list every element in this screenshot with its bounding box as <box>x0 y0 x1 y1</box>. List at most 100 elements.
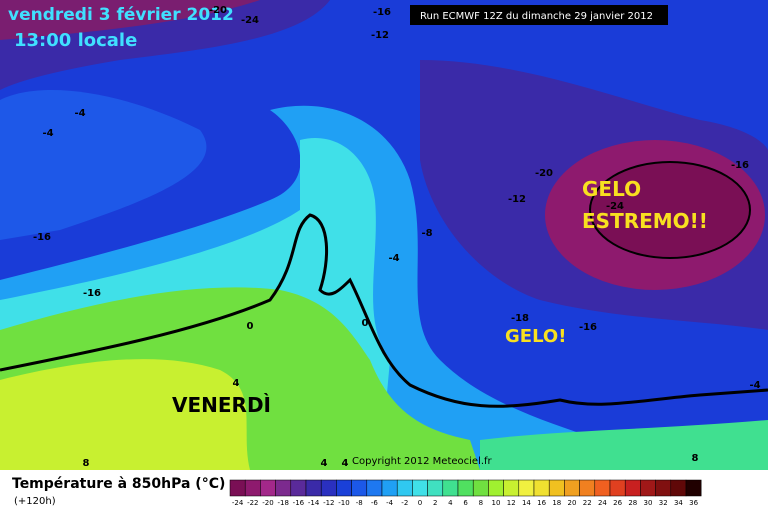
color-swatch <box>594 479 611 497</box>
color-swatch <box>624 479 641 497</box>
color-swatch <box>533 479 550 497</box>
contour-label: -16 <box>33 232 51 243</box>
color-swatch <box>579 479 596 497</box>
color-swatch <box>229 479 246 497</box>
scale-label: -24 <box>232 499 244 507</box>
extreme-cold <box>589 161 751 259</box>
run-info: Run ECMWF 12Z du dimanche 29 janvier 201… <box>420 11 653 22</box>
contour-label: 8 <box>692 453 699 464</box>
time: 13:00 locale <box>14 30 137 51</box>
color-swatch <box>305 479 322 497</box>
scale-label: -18 <box>277 499 288 507</box>
contour-label: 8 <box>83 458 90 469</box>
scale-label: 8 <box>479 499 483 507</box>
scale-label: 34 <box>674 499 683 507</box>
color-swatch <box>472 479 489 497</box>
scale-label: 14 <box>522 499 531 507</box>
warm-zone <box>0 359 250 470</box>
color-swatch <box>336 479 352 497</box>
contour-label: -4 <box>388 253 399 264</box>
contour-label: -16 <box>731 160 749 171</box>
color-swatch <box>275 479 292 497</box>
scale-label: -4 <box>386 499 394 507</box>
color-swatch <box>381 479 398 497</box>
color-swatch <box>488 479 504 497</box>
contour-label: -4 <box>42 128 53 139</box>
annotation: ESTREMO!! <box>582 209 708 233</box>
color-swatch <box>457 479 474 497</box>
color-scale: -24 -22 -20 -18 -16 -14 -12 -10 -8 -6 -4 -2 0 2 4 6 8 10 1… <box>229 479 702 507</box>
cold-zone <box>0 0 260 40</box>
annotation: GELO <box>582 177 641 201</box>
scale-label: -2 <box>401 499 408 507</box>
color-swatch <box>640 479 656 497</box>
contour-label: 4 <box>321 458 328 469</box>
legend-title: Température à 850hPa (°C) <box>12 476 225 492</box>
run-box <box>410 5 668 25</box>
scale-label: 36 <box>689 499 698 507</box>
contour-label: -4 <box>74 108 85 119</box>
scale-label: 30 <box>644 499 653 507</box>
color-swatch <box>564 479 580 497</box>
scale-label: -22 <box>247 499 258 507</box>
scale-label: 2 <box>433 499 437 507</box>
color-swatch <box>548 479 565 497</box>
color-swatch <box>260 479 276 497</box>
contour-label: 0 <box>247 321 254 332</box>
contour-label: -4 <box>749 380 760 391</box>
contour-label: -16 <box>83 288 101 299</box>
color-swatch <box>427 479 444 497</box>
contour-label: -16 <box>579 322 597 333</box>
contour-label: 0 <box>362 318 369 329</box>
scale-label: 4 <box>448 499 453 507</box>
color-swatch <box>442 479 459 497</box>
copyright: Copyright 2012 Meteociel.fr <box>352 456 493 467</box>
color-swatch <box>290 479 307 497</box>
scale-label: 10 <box>492 499 501 507</box>
scale-label: 18 <box>552 499 561 507</box>
zone <box>0 90 207 240</box>
lead-time: (+120h) <box>14 496 56 507</box>
zero-isotherm <box>0 213 768 408</box>
scale-label: 12 <box>507 499 516 507</box>
contour-label: 4 <box>342 458 349 469</box>
scale-label: 28 <box>628 499 637 507</box>
scale-label: -12 <box>323 499 334 507</box>
contour-label: -18 <box>511 313 529 324</box>
scale-label: 20 <box>568 499 577 507</box>
contour-label: -24 <box>241 15 259 26</box>
color-swatch <box>609 479 626 497</box>
color-swatch <box>396 479 413 497</box>
scale-label: 24 <box>598 499 607 507</box>
contour-labels: -20 -24 -16 -12 -4 -4 -16 -16 -8 -4 -12 -20 -24 -16 -1… <box>33 5 761 469</box>
scale-label: 32 <box>659 499 668 507</box>
color-swatch <box>320 479 337 497</box>
color-swatch <box>244 479 261 497</box>
color-swatch <box>518 479 535 497</box>
contour-label: -24 <box>606 201 624 212</box>
scale-label: 16 <box>537 499 546 507</box>
color-swatch <box>351 479 368 497</box>
contour-label: -20 <box>209 5 227 16</box>
color-swatch <box>412 479 428 497</box>
contour-label: -20 <box>535 168 553 179</box>
date: vendredi 3 février 2012 <box>8 5 234 25</box>
scale-label: -10 <box>338 499 349 507</box>
annotation: VENERDÌ <box>172 393 271 417</box>
annotation: GELO! <box>505 326 566 347</box>
scale-label: -6 <box>371 499 379 507</box>
scale-label: 26 <box>613 499 622 507</box>
warm-zone <box>480 420 768 470</box>
color-swatch <box>503 479 520 497</box>
scale-label: -14 <box>308 499 320 507</box>
contour-label: -12 <box>508 194 526 205</box>
contour-label: -12 <box>371 30 389 41</box>
color-swatch <box>670 479 687 497</box>
contour-label: -8 <box>421 228 432 239</box>
color-swatch <box>685 479 702 497</box>
contour-label: 4 <box>233 378 240 389</box>
scale-label: -8 <box>356 499 363 507</box>
scale-label: -20 <box>262 499 273 507</box>
scale-label: 6 <box>463 499 468 507</box>
